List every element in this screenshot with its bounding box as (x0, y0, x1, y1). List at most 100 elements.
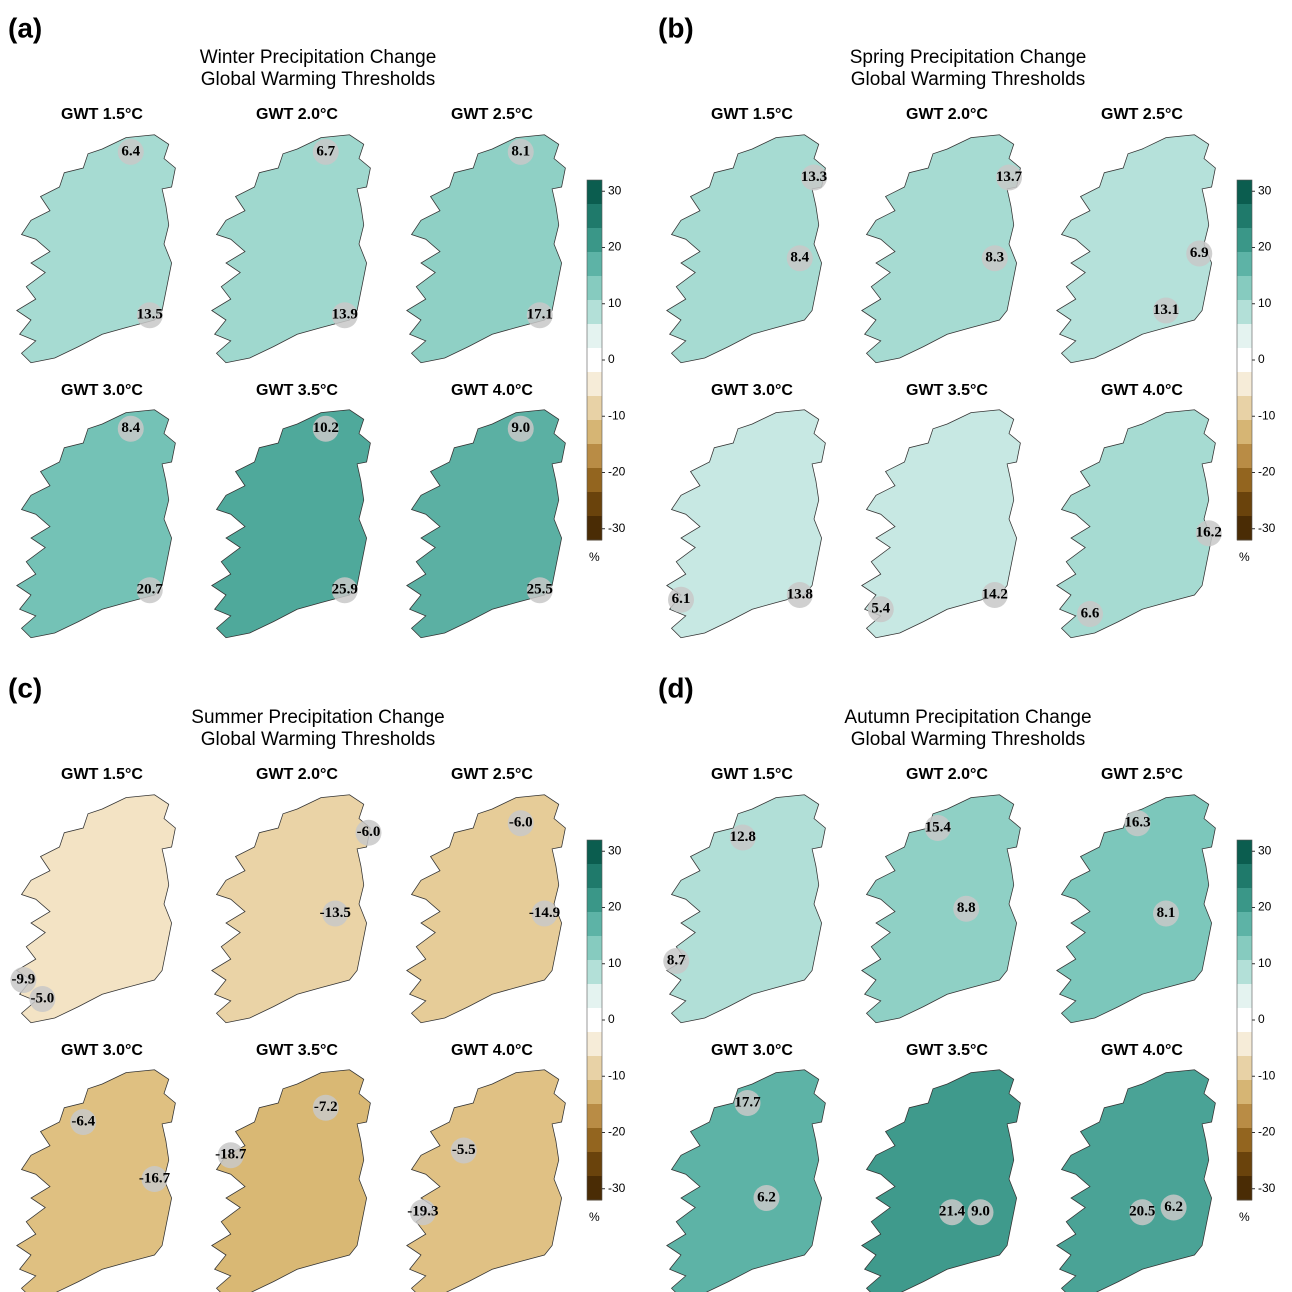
annotation: -14.9 (529, 905, 560, 921)
colorbar-unit: % (589, 1210, 600, 1224)
map-title: GWT 4.0°C (451, 1042, 533, 1059)
colorbar-segment (587, 864, 602, 889)
colorbar-tick-label: -10 (1258, 408, 1276, 422)
ireland-map (212, 135, 371, 363)
colorbar-segment (587, 396, 602, 421)
colorbar-segment (587, 1152, 602, 1177)
colorbar-tick-label: 10 (1258, 956, 1272, 970)
colorbar-tick-label: -10 (608, 1068, 626, 1082)
annotation: 8.4 (790, 250, 809, 266)
colorbar-segment (587, 372, 602, 397)
ireland-map (212, 410, 371, 638)
colorbar-segment (587, 1008, 602, 1033)
annotation: 10.2 (313, 420, 339, 436)
panel-title: Global Warming Thresholds (201, 729, 435, 750)
colorbar-tick-label: 0 (608, 352, 615, 366)
map-title: GWT 2.5°C (1101, 106, 1183, 123)
colorbar-segment (587, 960, 602, 985)
colorbar-segment (1237, 864, 1252, 889)
annotation: 17.7 (734, 1094, 761, 1110)
map-title: GWT 1.5°C (711, 766, 793, 783)
colorbar-segment (1237, 300, 1252, 325)
colorbar-segment (587, 444, 602, 469)
annotation: 13.9 (332, 307, 358, 323)
colorbar-segment (587, 1104, 602, 1129)
colorbar-segment (1237, 252, 1252, 277)
ireland-map (1057, 410, 1216, 638)
map-title: GWT 3.0°C (61, 1042, 143, 1059)
map-title: GWT 3.0°C (711, 1042, 793, 1059)
map-title: GWT 2.0°C (256, 766, 338, 783)
annotation: -6.0 (509, 815, 533, 831)
annotation: 6.1 (672, 591, 691, 607)
map-title: GWT 2.5°C (1101, 766, 1183, 783)
ireland-map (407, 410, 566, 638)
colorbar-segment (587, 300, 602, 325)
annotation: -16.7 (139, 1170, 171, 1186)
colorbar-tick-label: -30 (608, 521, 626, 535)
annotation: 6.9 (1190, 245, 1209, 261)
colorbar-tick-label: 30 (608, 843, 622, 857)
colorbar-segment (1237, 204, 1252, 229)
figure: (a)Winter Precipitation ChangeGlobal War… (0, 0, 1292, 1292)
colorbar-segment (1237, 960, 1252, 985)
map-title: GWT 2.0°C (256, 106, 338, 123)
colorbar-segment (587, 276, 602, 301)
colorbar-segment (1237, 420, 1252, 445)
colorbar-segment (1237, 984, 1252, 1009)
colorbar-tick-label: 10 (608, 956, 622, 970)
colorbar-segment (587, 420, 602, 445)
colorbar-tick-label: 0 (608, 1012, 615, 1026)
annotation: 13.3 (801, 169, 827, 185)
colorbar-unit: % (589, 550, 600, 564)
colorbar-tick-label: 0 (1258, 352, 1265, 366)
colorbar-tick-label: 20 (1258, 900, 1272, 914)
colorbar-segment (1237, 516, 1252, 541)
colorbar-segment (587, 1032, 602, 1057)
annotation: -18.7 (215, 1147, 247, 1163)
colorbar-segment (1237, 1008, 1252, 1033)
annotation: 16.3 (1124, 815, 1150, 831)
map-title: GWT 1.5°C (711, 106, 793, 123)
colorbar-segment (587, 324, 602, 349)
colorbar-segment (587, 204, 602, 229)
panel-label: (b) (658, 12, 694, 43)
colorbar-segment (1237, 468, 1252, 493)
colorbar-segment (1237, 1128, 1252, 1153)
colorbar-segment (587, 1176, 602, 1201)
colorbar-segment (1237, 1056, 1252, 1081)
colorbar-segment (587, 468, 602, 493)
map-title: GWT 4.0°C (451, 382, 533, 399)
map-title: GWT 3.5°C (906, 1042, 988, 1059)
colorbar-segment (587, 516, 602, 541)
annotation: -9.9 (12, 971, 36, 987)
colorbar-segment (1237, 936, 1252, 961)
annotation: -6.4 (71, 1113, 95, 1129)
colorbar-segment (587, 228, 602, 253)
colorbar-segment (587, 912, 602, 937)
map-title: GWT 3.5°C (906, 382, 988, 399)
panel-title: Global Warming Thresholds (851, 69, 1085, 90)
panel-title: Summer Precipitation Change (191, 707, 444, 728)
ireland-map (407, 1070, 566, 1292)
ireland-map (862, 1070, 1021, 1292)
annotation: 8.3 (985, 250, 1004, 266)
annotation: 13.7 (996, 169, 1023, 185)
colorbar-segment (587, 1080, 602, 1105)
annotation: 16.2 (1196, 525, 1222, 541)
colorbar-segment (1237, 324, 1252, 349)
colorbar-tick-label: 0 (1258, 1012, 1265, 1026)
panel-label: (d) (658, 672, 694, 703)
map-title: GWT 4.0°C (1101, 382, 1183, 399)
colorbar-segment (1237, 180, 1252, 205)
colorbar-segment (587, 180, 602, 205)
colorbar-segment (1237, 228, 1252, 253)
panel-label: (c) (8, 672, 42, 703)
colorbar-tick-label: 20 (608, 900, 622, 914)
annotation: 14.2 (982, 586, 1008, 602)
colorbar-tick-label: 30 (1258, 843, 1272, 857)
panel-title: Spring Precipitation Change (850, 47, 1087, 68)
colorbar-tick-label: 20 (608, 240, 622, 254)
